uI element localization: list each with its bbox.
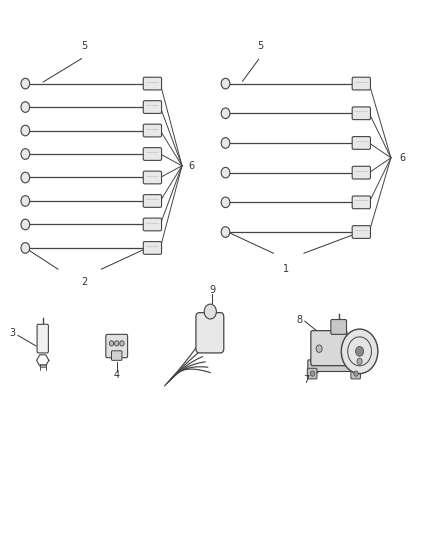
- Text: 6: 6: [188, 161, 194, 171]
- FancyBboxPatch shape: [143, 101, 162, 114]
- Text: 7: 7: [303, 375, 309, 385]
- FancyBboxPatch shape: [352, 77, 371, 90]
- FancyBboxPatch shape: [308, 360, 363, 372]
- FancyBboxPatch shape: [307, 368, 317, 379]
- FancyBboxPatch shape: [143, 241, 162, 254]
- Circle shape: [341, 329, 378, 374]
- Circle shape: [21, 172, 30, 183]
- FancyBboxPatch shape: [106, 334, 127, 358]
- Text: 5: 5: [257, 41, 264, 51]
- Circle shape: [354, 371, 358, 376]
- Text: 5: 5: [81, 41, 87, 51]
- FancyBboxPatch shape: [352, 107, 371, 119]
- FancyBboxPatch shape: [143, 77, 162, 90]
- Circle shape: [21, 196, 30, 206]
- FancyBboxPatch shape: [37, 324, 48, 353]
- Text: 2: 2: [81, 277, 87, 287]
- Text: 3: 3: [9, 328, 15, 338]
- FancyBboxPatch shape: [143, 148, 162, 160]
- Text: 1: 1: [283, 264, 290, 274]
- Circle shape: [21, 102, 30, 112]
- Circle shape: [311, 371, 315, 376]
- Circle shape: [120, 341, 124, 346]
- FancyBboxPatch shape: [196, 313, 224, 353]
- Circle shape: [204, 304, 216, 319]
- FancyBboxPatch shape: [352, 136, 371, 149]
- Circle shape: [221, 197, 230, 208]
- Circle shape: [221, 108, 230, 118]
- Circle shape: [357, 358, 362, 365]
- Circle shape: [21, 149, 30, 159]
- Circle shape: [221, 227, 230, 237]
- FancyBboxPatch shape: [311, 330, 347, 366]
- Text: 6: 6: [399, 153, 406, 163]
- FancyBboxPatch shape: [143, 124, 162, 137]
- FancyBboxPatch shape: [352, 166, 371, 179]
- FancyBboxPatch shape: [352, 225, 371, 238]
- FancyBboxPatch shape: [351, 368, 360, 379]
- FancyBboxPatch shape: [143, 195, 162, 207]
- Circle shape: [356, 346, 364, 356]
- FancyBboxPatch shape: [143, 218, 162, 231]
- FancyBboxPatch shape: [143, 171, 162, 184]
- Circle shape: [21, 125, 30, 136]
- Text: 9: 9: [209, 285, 215, 295]
- Circle shape: [221, 138, 230, 148]
- Circle shape: [21, 219, 30, 230]
- Circle shape: [21, 243, 30, 253]
- Circle shape: [221, 78, 230, 89]
- Circle shape: [110, 341, 114, 346]
- FancyBboxPatch shape: [112, 351, 122, 360]
- Circle shape: [221, 167, 230, 178]
- Text: 8: 8: [297, 314, 303, 325]
- Circle shape: [115, 341, 119, 346]
- FancyBboxPatch shape: [331, 319, 346, 334]
- Circle shape: [21, 78, 30, 89]
- Circle shape: [316, 345, 322, 352]
- FancyBboxPatch shape: [352, 196, 371, 209]
- Text: 4: 4: [113, 370, 120, 380]
